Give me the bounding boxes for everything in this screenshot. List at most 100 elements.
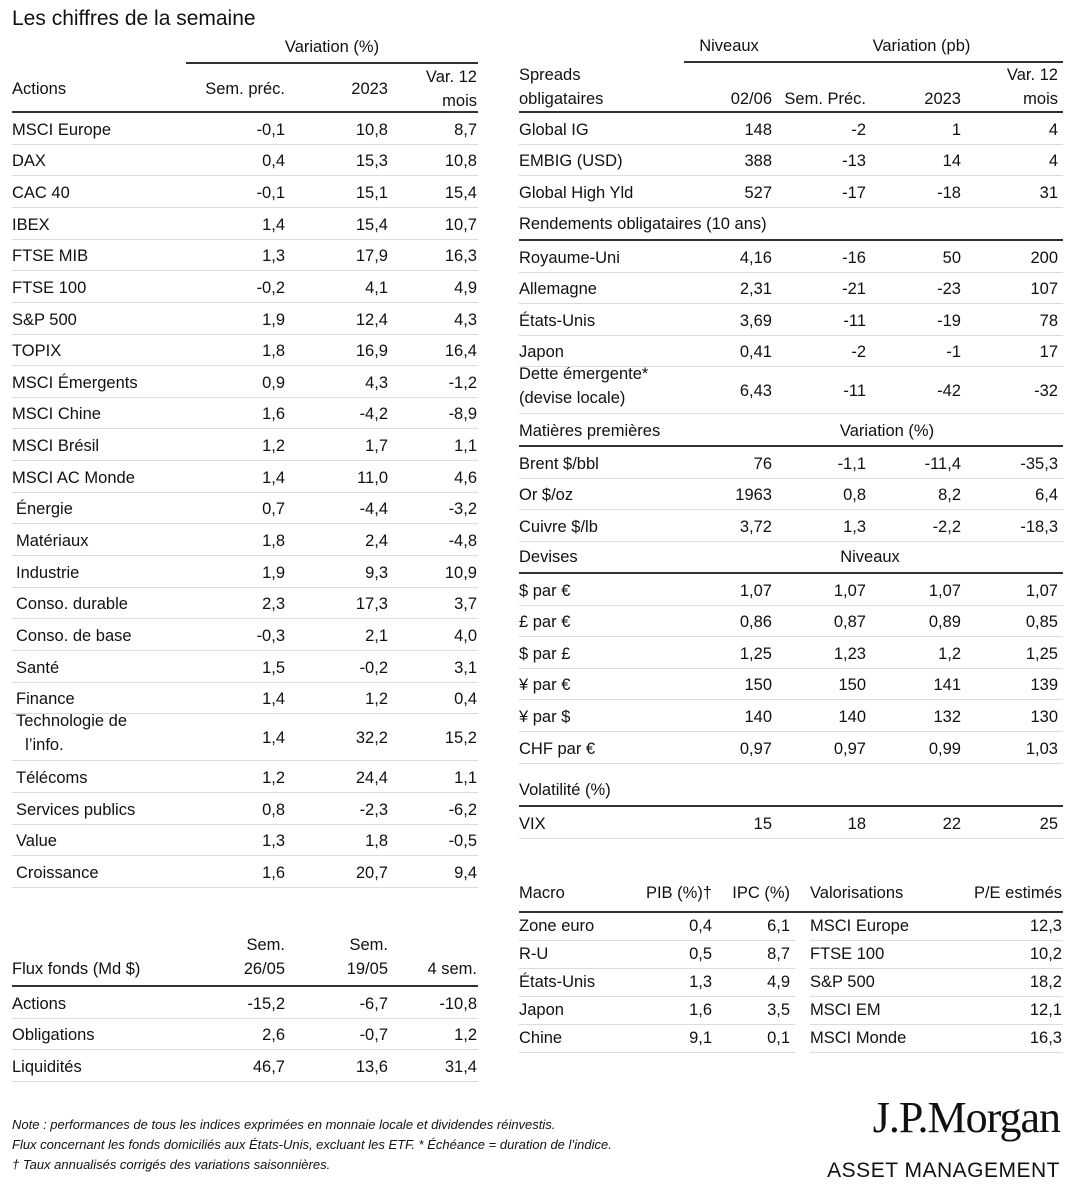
row-label: Dette émergente* (devise locale) [519, 365, 649, 408]
table-row: Japon 0,41 -2 -1 17 [519, 336, 1063, 368]
row-value: 140 [744, 707, 772, 726]
footnote-3: † Taux annualisés corrigés des variation… [12, 1157, 331, 1172]
row-value: 130 [1030, 707, 1058, 726]
row-value: 24,4 [355, 768, 388, 787]
row-value: 0,87 [833, 613, 866, 632]
table-row: Dette émergente* (devise locale) 6,43 -11 -… [519, 365, 1063, 415]
row-value: -1,1 [837, 454, 866, 473]
row-value: 76 [753, 454, 772, 473]
row-value: 13,6 [355, 1057, 388, 1076]
row-value: -0,3 [256, 627, 285, 646]
row-value: 46,7 [252, 1057, 285, 1076]
row-label: Zone euro [519, 917, 595, 935]
row-value: 1,1 [454, 437, 477, 456]
row-value: -15,2 [247, 994, 285, 1013]
table-row: VIX 15 18 22 25 [519, 807, 1063, 839]
row-value: -8,9 [448, 405, 477, 424]
row-value: 4,16 [739, 248, 772, 267]
row-value: -13 [842, 152, 866, 171]
row-value: 4,9 [454, 278, 477, 297]
divider [519, 572, 1063, 574]
row-label: £ par € [519, 613, 571, 632]
row-label: FTSE MIB [12, 247, 89, 266]
row-value: 6,4 [1035, 486, 1058, 505]
row-value: 2,31 [739, 280, 772, 299]
row-value: 15,4 [444, 183, 477, 202]
divider [519, 911, 1063, 913]
row-value: 1,8 [262, 532, 285, 551]
row-label: Industrie [16, 563, 80, 582]
row-value: 148 [744, 120, 772, 139]
table-row: £ par € 0,86 0,87 0,89 0,85 [519, 606, 1063, 638]
table-row: MSCI AC Monde 1,4 11,0 4,6 [12, 461, 478, 493]
row-label: CAC 40 [12, 183, 70, 202]
row-value: 1,2 [262, 768, 285, 787]
row-label: ¥ par € [519, 676, 571, 695]
row-value: -3,2 [448, 500, 477, 519]
row-value: -0,1 [256, 120, 285, 139]
row-value: 18,2 [1029, 973, 1062, 991]
row-label: IBEX [12, 215, 50, 234]
row-value: 78 [1039, 311, 1058, 330]
row-value: -2 [851, 343, 866, 362]
table-row: EMBIG (USD) 388 -13 14 4 [519, 145, 1063, 177]
table-row: MSCI Brésil 1,2 1,7 1,1 [12, 430, 478, 462]
row-value: 15,3 [355, 152, 388, 171]
row-label: Matériaux [16, 532, 89, 551]
row-value: 4,3 [365, 373, 388, 392]
row-label: Obligations [12, 1026, 95, 1045]
matieres-subheader: Variation (%) [839, 422, 935, 440]
table-row: TOPIX 1,8 16,9 16,4 [12, 335, 478, 367]
row-value: 1,9 [262, 310, 285, 329]
row-value: 140 [838, 707, 866, 726]
row-label: CHF par € [519, 739, 596, 758]
row-value: -2,3 [359, 800, 388, 819]
row-value: 15 [753, 814, 772, 833]
row-value: 1,25 [1025, 644, 1058, 663]
row-value: 8,7 [767, 945, 790, 963]
row-value: -6,7 [359, 994, 388, 1013]
row-value: 139 [1030, 676, 1058, 695]
row-value: 1,3 [689, 973, 712, 991]
row-value: 1,07 [739, 581, 772, 600]
row-value: 15,2 [444, 729, 477, 748]
row-value: 14 [942, 152, 961, 171]
table-row: Zone euro 0,4 6,1 [519, 913, 795, 941]
row-value: -18,3 [1020, 517, 1058, 536]
row-value: 8,2 [938, 486, 961, 505]
column-header: Spreads obligataires [519, 66, 604, 108]
row-label: Technologie de l’info. [16, 712, 128, 755]
table-row: $ par £ 1,25 1,23 1,2 1,25 [519, 637, 1063, 669]
row-value: 0,7 [262, 500, 285, 519]
row-label: États-Unis [519, 973, 596, 991]
row-value: -16 [842, 248, 866, 267]
table-row: Chine 9,1 0,1 [519, 1025, 795, 1053]
row-label: VIX [519, 814, 546, 833]
row-value: 132 [933, 707, 961, 726]
row-label: Chine [519, 1029, 563, 1047]
column-header: Actions [12, 80, 67, 98]
row-label: R-U [519, 945, 549, 963]
table-row: CHF par € 0,97 0,97 0,99 1,03 [519, 732, 1063, 764]
row-value: 32,2 [355, 729, 388, 748]
row-value: -4,8 [448, 532, 477, 551]
row-value: 527 [744, 183, 772, 202]
row-label: Global IG [519, 120, 589, 139]
row-value: 8,7 [454, 120, 477, 139]
row-value: -23 [937, 280, 961, 299]
table-row: Services publics 0,8 -2,3 -6,2 [12, 793, 478, 825]
table-row: Or $/oz 1963 0,8 8,2 6,4 [519, 479, 1063, 511]
column-header: Sem. 26/05 [243, 936, 285, 978]
row-value: 0,5 [689, 945, 712, 963]
table-row: Croissance 1,6 20,7 9,4 [12, 856, 478, 888]
column-header: 2023 [351, 80, 388, 98]
row-value: 0,89 [928, 613, 961, 632]
row-label: $ par € [519, 581, 571, 600]
table-row: Allemagne 2,31 -21 -23 107 [519, 273, 1063, 305]
column-header: 2023 [924, 90, 961, 108]
row-value: 6,1 [767, 917, 790, 935]
row-value: 1,4 [262, 215, 285, 234]
column-header: 4 sem. [427, 960, 477, 978]
row-value: 12,1 [1029, 1001, 1062, 1019]
